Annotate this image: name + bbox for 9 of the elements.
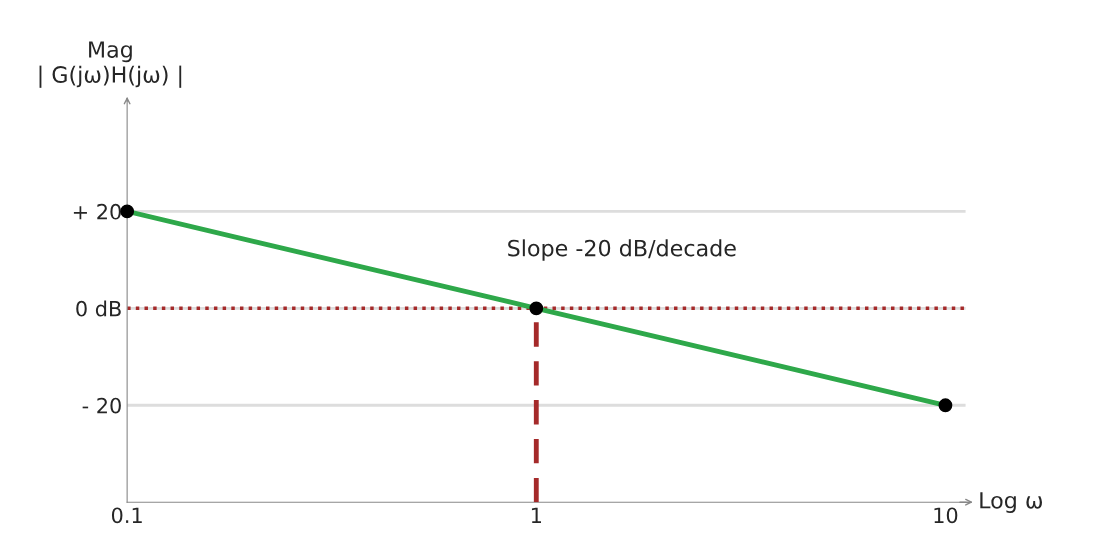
y-tick-label: + 20: [73, 203, 121, 220]
annotation: Slope -20 dB/decade: [508, 239, 736, 261]
x-tick-label: 0.1: [111, 507, 142, 524]
x-tick-label: 1: [531, 507, 541, 523]
x-tick-label: 10: [934, 507, 958, 524]
y-axis-title: Mag | G(jω)H(jω) |: [39, 41, 182, 88]
y-tick-label: - 20: [82, 397, 121, 414]
x-axis-title: Log ω: [980, 492, 1042, 513]
y-tick-label: 0 dB: [76, 300, 121, 317]
